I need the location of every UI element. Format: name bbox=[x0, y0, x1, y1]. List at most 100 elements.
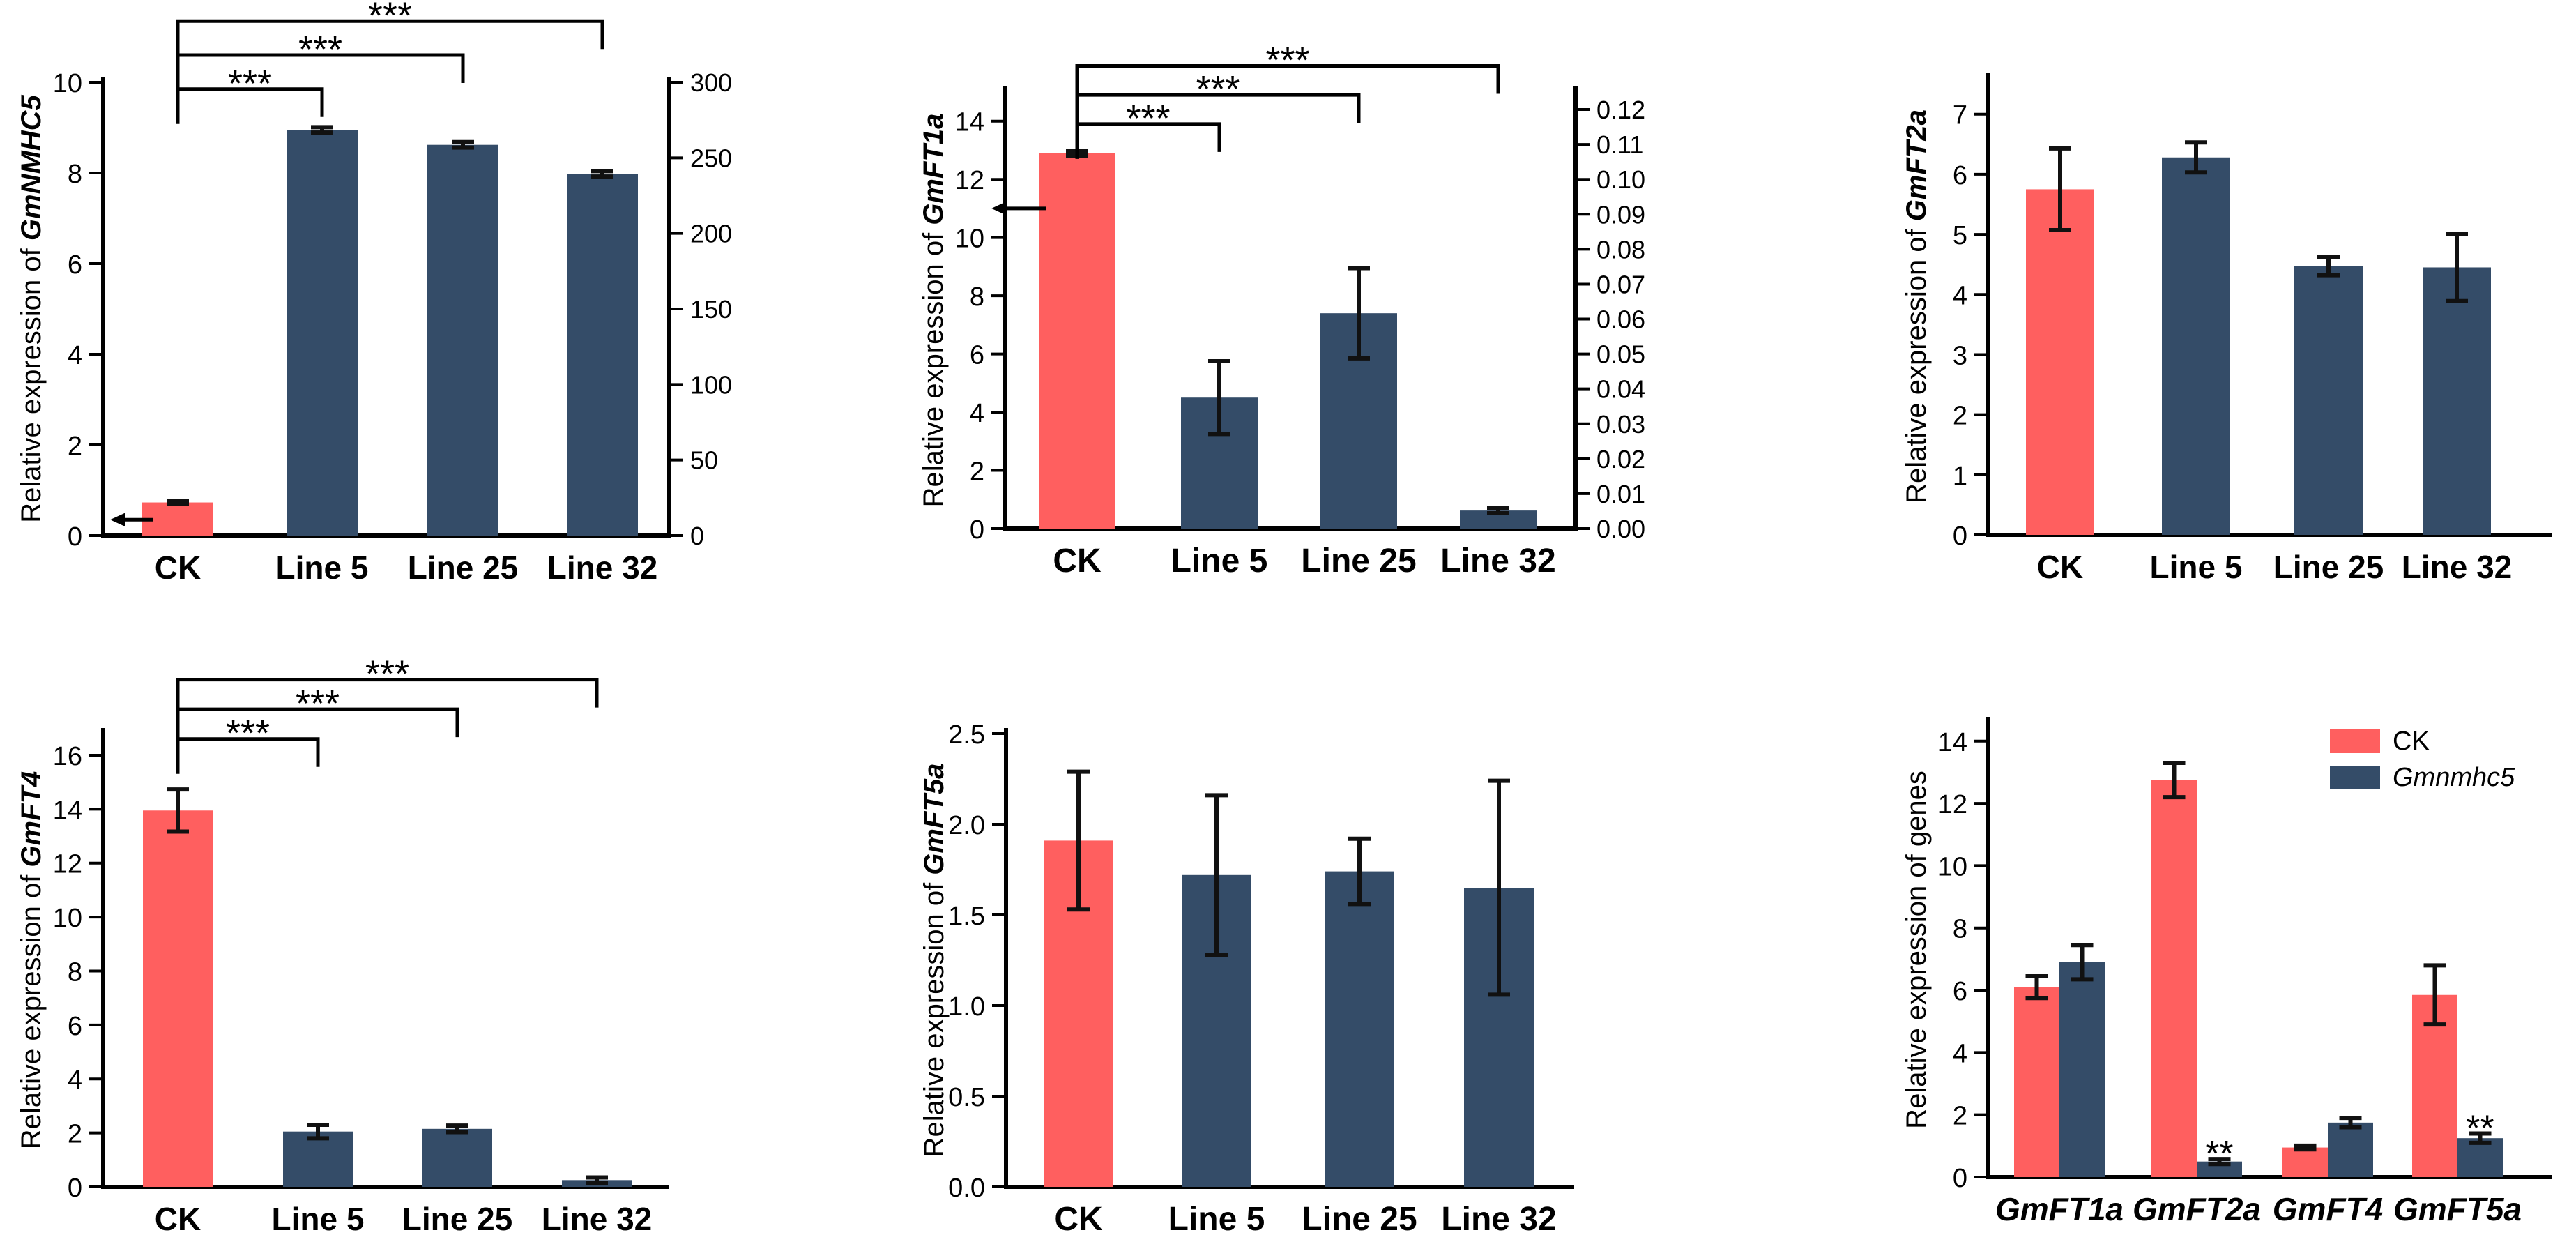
y-tick-label: 2 bbox=[68, 432, 82, 461]
y-axis-label-gene: GmFT2a bbox=[1901, 109, 1932, 221]
x-tick-label: GmFT1a bbox=[1995, 1191, 2124, 1227]
y2-tick-label: 0.07 bbox=[1596, 270, 1645, 298]
y-tick-label: 6 bbox=[68, 1012, 82, 1041]
y2-tick-label: 0.03 bbox=[1596, 410, 1645, 439]
y2-tick-label: 0.01 bbox=[1596, 480, 1645, 508]
bar-ck bbox=[142, 502, 213, 536]
significance-bracket bbox=[1075, 63, 1500, 101]
y-tick-label: 10 bbox=[955, 225, 984, 254]
y-tick-label: 0 bbox=[970, 515, 984, 545]
bar-line-5 bbox=[283, 1131, 353, 1187]
y-tick-label: 16 bbox=[53, 742, 82, 771]
y2-tick-label: 250 bbox=[690, 144, 732, 172]
y2-tick-label: 100 bbox=[690, 370, 732, 399]
x-tick-label: CK bbox=[155, 1201, 201, 1237]
bar-ck-gmft4 bbox=[2282, 1147, 2328, 1177]
y-tick-label: 4 bbox=[1953, 281, 1967, 310]
y-axis-label-text: Relative expression of bbox=[919, 875, 950, 1158]
x-tick-label: Line 25 bbox=[1301, 543, 1416, 579]
bar-ck-gmft1a bbox=[2014, 987, 2059, 1177]
significance-label: *** bbox=[228, 63, 272, 105]
y-tick-label: 8 bbox=[970, 282, 984, 312]
y-tick-label: 4 bbox=[1953, 1039, 1967, 1068]
x-tick-label: Line 32 bbox=[1440, 543, 1555, 579]
significance-bracket bbox=[1075, 122, 1221, 159]
significance-bracket bbox=[176, 87, 324, 124]
x-tick-label: GmFT4 bbox=[2273, 1191, 2383, 1227]
y-tick-label: 7 bbox=[1953, 101, 1967, 130]
bar-line-5 bbox=[287, 130, 358, 536]
y-tick-label: 1.5 bbox=[948, 902, 985, 931]
chart-panel-ft2a: 0 1 2 3 4 5 6 7 Relative expression of GmFT2a CK L… bbox=[1901, 73, 2552, 585]
y2-tick-label: 0.05 bbox=[1596, 340, 1645, 369]
y-tick-label: 4 bbox=[68, 341, 82, 370]
significance-label: *** bbox=[298, 29, 342, 70]
y-tick-label: 0 bbox=[68, 1174, 82, 1203]
y-axis-label-gene: GmFT4 bbox=[16, 771, 47, 867]
x-tick-label: Line 25 bbox=[1302, 1201, 1417, 1238]
y-tick-label: 3 bbox=[1953, 341, 1967, 370]
y-tick-label: 0.0 bbox=[948, 1174, 985, 1203]
y2-tick-label: 0.00 bbox=[1596, 515, 1645, 543]
y-axis-label: Relative expression of genes bbox=[1901, 771, 1932, 1129]
y-axis-label-gene: GmFT5a bbox=[919, 764, 950, 875]
y-tick-label: 2 bbox=[68, 1120, 82, 1149]
legend-entry: Gmnmhc5 bbox=[2393, 763, 2515, 792]
y2-tick-label: 0.10 bbox=[1596, 165, 1645, 194]
arrow-head bbox=[991, 201, 1007, 215]
chart-panel-ft1a: 0 2 4 6 8 10 12 14 0.00 0.01 0.02 0.03 0.04 0.05 0.06 0… bbox=[918, 39, 1645, 579]
y-tick-label: 12 bbox=[955, 166, 984, 195]
x-tick-label: Line 5 bbox=[276, 549, 369, 586]
x-tick-label: Line 5 bbox=[272, 1201, 365, 1237]
y-tick-label: 14 bbox=[955, 108, 984, 137]
y-tick-label: 8 bbox=[68, 957, 82, 987]
y-tick-label: 2 bbox=[1953, 1102, 1967, 1131]
arrow-head bbox=[110, 513, 125, 527]
bar-line-5 bbox=[2162, 157, 2230, 535]
legend-entry: CK bbox=[2393, 727, 2430, 756]
significance-label: *** bbox=[1265, 39, 1309, 81]
y-tick-label: 6 bbox=[1953, 977, 1967, 1006]
x-tick-label: CK bbox=[155, 549, 201, 586]
y-tick-label: 12 bbox=[53, 850, 82, 879]
y2-tick-label: 150 bbox=[690, 295, 732, 324]
significance-label: *** bbox=[1196, 68, 1240, 110]
bar-ck-gmft2a bbox=[2151, 780, 2197, 1177]
y2-tick-label: 0 bbox=[690, 522, 704, 550]
y-tick-label: 0 bbox=[68, 522, 82, 552]
y-axis-label-text: Relative expression of bbox=[16, 867, 47, 1150]
bar-gmnmhc5-gmft1a bbox=[2059, 962, 2105, 1177]
y2-tick-label: 0.04 bbox=[1596, 375, 1645, 404]
significance-bracket bbox=[1075, 93, 1361, 130]
bar-gmnmhc5-gmft2a bbox=[2197, 1161, 2242, 1177]
y-tick-label: 12 bbox=[1938, 790, 1967, 819]
bar-line-25 bbox=[1325, 871, 1394, 1187]
significance-bracket bbox=[176, 19, 604, 56]
x-tick-label: CK bbox=[2037, 549, 2083, 585]
y-tick-label: 1.0 bbox=[948, 992, 985, 1022]
significance-label: *** bbox=[296, 683, 340, 725]
x-tick-label: Line 5 bbox=[1168, 1201, 1265, 1238]
y-axis-label: Relative expression of GmNMHC5 bbox=[16, 94, 47, 522]
bar-line-25 bbox=[2294, 266, 2363, 535]
y-axis-label-text: Relative expression of bbox=[16, 241, 47, 523]
significance-label: *** bbox=[1126, 98, 1170, 139]
significance-label: *** bbox=[365, 653, 409, 695]
y-axis-label-gene: GmNMHC5 bbox=[16, 94, 47, 241]
y-tick-label: 8 bbox=[1953, 915, 1967, 944]
bar-line-32 bbox=[2423, 267, 2491, 535]
x-tick-label: Line 32 bbox=[542, 1201, 653, 1237]
y-axis-label-text: Relative expression of bbox=[1901, 221, 1932, 503]
y-axis-label-text: Relative expression of bbox=[918, 225, 949, 508]
y2-tick-label: 200 bbox=[690, 220, 732, 248]
y2-tick-label: 50 bbox=[690, 446, 718, 475]
y-tick-label: 6 bbox=[1953, 161, 1967, 190]
y-tick-label: 1 bbox=[1953, 462, 1967, 491]
bar-line-25 bbox=[427, 144, 498, 536]
bar-line-25 bbox=[422, 1128, 492, 1187]
y2-tick-label: 0.08 bbox=[1596, 235, 1645, 264]
significance-label: *** bbox=[226, 713, 270, 755]
